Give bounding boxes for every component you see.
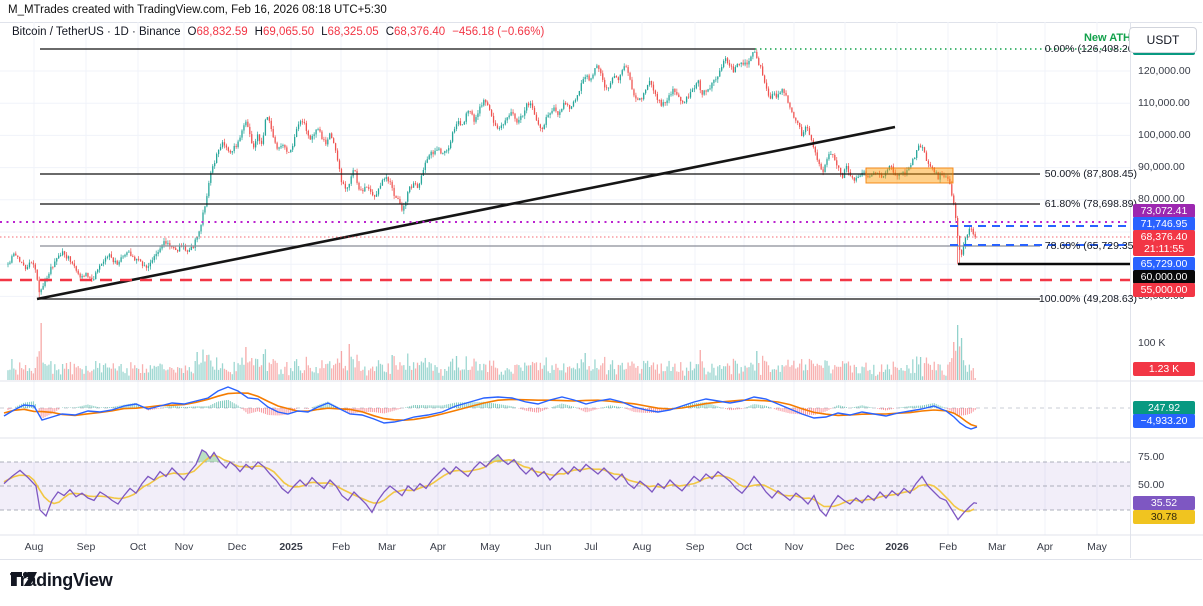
ohlc-value: 68,325.05 — [327, 26, 379, 38]
gridlines — [0, 22, 1130, 535]
price-badge: 247.92 — [1133, 401, 1195, 415]
ohlc-key: L — [321, 26, 328, 38]
time-axis-label: May — [480, 541, 500, 553]
price-badge: 71,746.95 — [1133, 217, 1195, 231]
time-axis-label: Mar — [377, 541, 397, 553]
time-axis-label: Oct — [129, 541, 147, 553]
time-axis-label: Dec — [835, 541, 855, 553]
time-axis-label: May — [1087, 541, 1107, 553]
ohlc-value: 69,065.50 — [262, 26, 315, 38]
price-badge: 1.23 K — [1133, 362, 1195, 376]
time-axis-label: Apr — [429, 541, 447, 553]
time-axis-label: Jul — [584, 541, 598, 553]
fib-label: 61.80% (78,698.89) — [1044, 198, 1137, 210]
volume-series — [7, 323, 976, 380]
price-badge: 35.52 — [1133, 496, 1195, 510]
symbol-title[interactable]: Bitcoin / TetherUS · 1D · Binance — [12, 26, 181, 38]
time-axis-label: Nov — [174, 541, 194, 553]
supply-zone-box — [865, 167, 954, 184]
time-axis-label: Jun — [534, 541, 552, 553]
ohlc-value: 68,832.59 — [196, 26, 248, 38]
time-axis-label: Apr — [1036, 541, 1054, 553]
price-badge: 30.78 — [1133, 510, 1195, 524]
price-axis-label: 75.00 — [1138, 451, 1165, 463]
price-axis-label: 90,000.00 — [1138, 161, 1185, 173]
price-axis-label: 50.00 — [1138, 479, 1165, 491]
price-badge: 68,376.40 21:11:55 — [1133, 230, 1195, 256]
price-badge: 60,000.00 — [1133, 270, 1195, 284]
currency-toggle-button[interactable]: USDT — [1129, 27, 1197, 53]
pane-separators[interactable] — [0, 380, 1203, 536]
time-axis-label: Feb — [331, 541, 351, 553]
macd-pane — [0, 386, 1130, 430]
ohlc-value: 68,376.40 — [394, 26, 446, 38]
change-value: −456.18 (−0.66%) — [452, 26, 545, 38]
price-axis-label: 100 K — [1138, 337, 1166, 349]
time-axis-label: 2025 — [279, 541, 303, 553]
price-axis-label: 80,000.00 — [1138, 193, 1185, 205]
fib-label: 78.60% (65,729.35) — [1044, 240, 1137, 252]
time-axis-label: Mar — [987, 541, 1007, 553]
chart-drawings[interactable] — [0, 48, 1130, 301]
fib-label: 50.00% (87,808.45) — [1044, 168, 1137, 180]
rsi-pane — [0, 449, 1130, 521]
ohlc-values: O68,832.59 H69,065.50 L68,325.05 C68,376.40 — [181, 26, 446, 38]
tradingview-logo-icon — [11, 571, 37, 586]
attribution-text: M_MTrades created with TradingView.com, … — [8, 4, 387, 16]
time-axis-label: Nov — [784, 541, 804, 553]
rsi-line — [3, 449, 978, 521]
price-badge: 73,072.41 — [1133, 204, 1195, 218]
time-axis-label: Dec — [227, 541, 247, 553]
price-axis-label: 110,000.00 — [1138, 97, 1190, 109]
price-axis-label: 120,000.00 — [1138, 65, 1191, 77]
time-axis-label: Sep — [685, 541, 705, 553]
time-axis-label: Sep — [76, 541, 96, 553]
ohlc-key: C — [385, 26, 395, 38]
chart-frame — [0, 22, 1202, 560]
time-axis-label: Feb — [938, 541, 958, 553]
price-badge: −4,933.20 — [1133, 414, 1195, 428]
ohlc-key: H — [254, 26, 263, 38]
new-ath-label: New ATH — [1083, 32, 1131, 44]
price-badge: 65,729.00 — [1133, 257, 1195, 271]
time-axis-label: 2026 — [885, 541, 909, 553]
fib-label: 0.00% (126,408.26) — [1044, 43, 1137, 55]
symbol-legend[interactable]: Bitcoin / TetherUS · 1D · Binance O68,832… — [12, 26, 544, 38]
time-axis-label: Aug — [632, 541, 652, 553]
time-axis-label: Aug — [24, 541, 44, 553]
time-axis-label: Oct — [735, 541, 753, 553]
fib-label: 100.00% (49,208.63) — [1038, 293, 1137, 305]
trendline — [36, 125, 896, 301]
ohlc-key: O — [187, 26, 197, 38]
tradingview-logo-text: TradingView — [10, 570, 113, 590]
price-axis-border — [1130, 22, 1131, 558]
tradingview-footer[interactable]: TradingView — [10, 570, 113, 591]
price-badge: 55,000.00 — [1133, 283, 1195, 297]
price-axis-label: 100,000.00 — [1138, 129, 1191, 141]
macd-line — [3, 386, 978, 430]
